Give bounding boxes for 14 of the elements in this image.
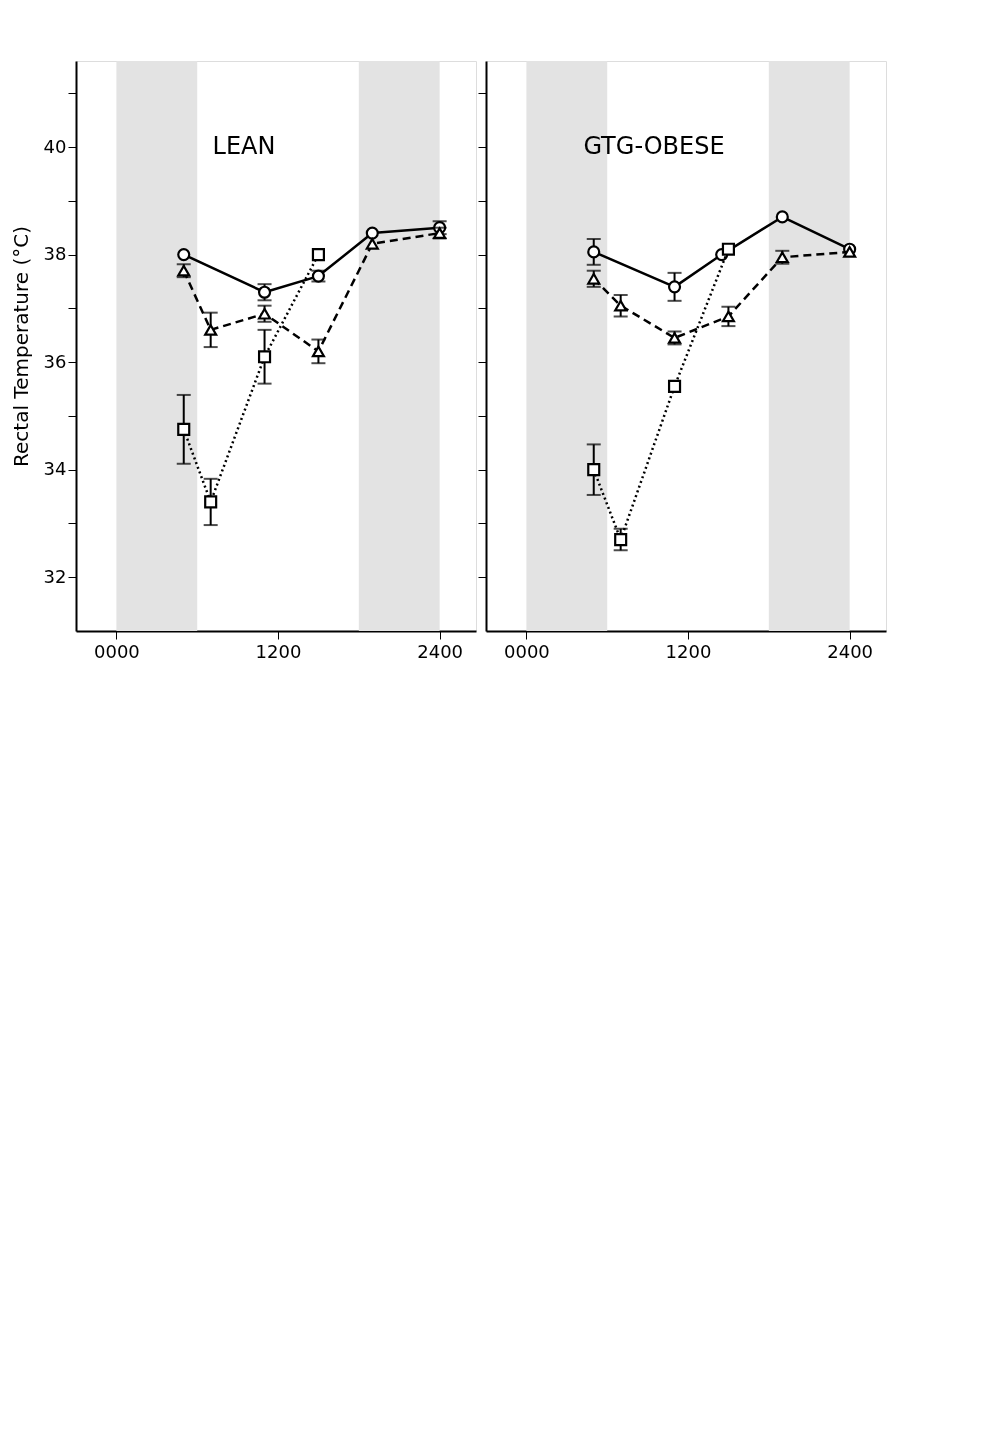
y-tick-label: 38 bbox=[43, 243, 67, 265]
x-tick-label: 1200 bbox=[665, 640, 712, 662]
y-tick-label: 40 bbox=[43, 135, 67, 157]
x-tick-label: 2400 bbox=[417, 640, 464, 662]
x-tick-label: 1200 bbox=[255, 640, 302, 662]
y-tick-label: 36 bbox=[43, 350, 67, 372]
x-tick-label: 2400 bbox=[827, 640, 874, 662]
y-tick-label: 32 bbox=[43, 565, 67, 587]
y-tick-label: 34 bbox=[43, 458, 67, 480]
text: LEAN bbox=[212, 131, 276, 160]
y-axis-title: Rectal Temperature (°C) bbox=[8, 226, 33, 467]
x-tick-label: 0000 bbox=[94, 640, 140, 662]
text: GTG-OBESE bbox=[583, 131, 725, 160]
x-tick-label: 0000 bbox=[504, 640, 550, 662]
